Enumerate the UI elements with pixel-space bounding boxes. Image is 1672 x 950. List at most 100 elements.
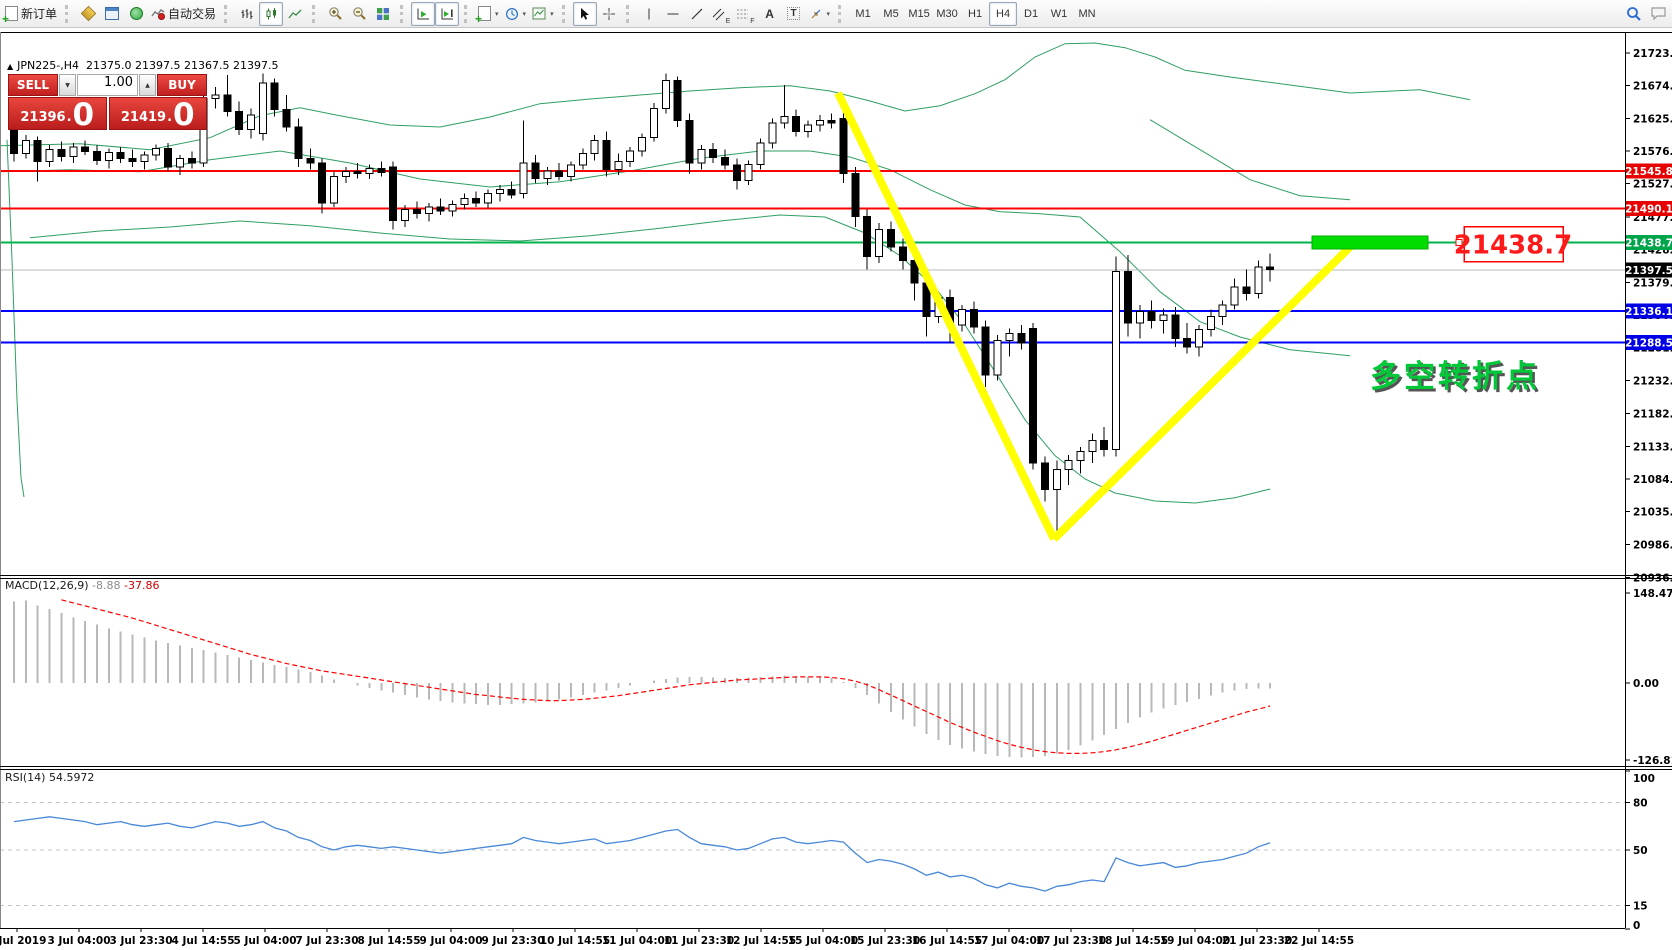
tab-timeframe-m30[interactable]: M30	[933, 2, 961, 26]
toolbar-grip	[625, 4, 632, 23]
chevron-down-icon: ▾	[495, 10, 499, 18]
text-button[interactable]: A	[758, 2, 782, 26]
text-label-button[interactable]: T	[782, 2, 806, 26]
price-callout[interactable]: 21438.7	[1454, 225, 1572, 263]
equidistant-channel-button[interactable]: E	[709, 2, 734, 26]
chart-shift-button[interactable]	[435, 1, 460, 26]
panel-collapse-icon[interactable]: ▲	[7, 62, 14, 71]
auto-scroll-button[interactable]	[411, 1, 436, 26]
tile-windows-button[interactable]	[371, 2, 395, 26]
fibonacci-button[interactable]: F	[733, 2, 757, 26]
trend-lines[interactable]	[834, 91, 1355, 542]
toolbar-grip	[312, 4, 318, 23]
svg-text:21 Jul 23:30: 21 Jul 23:30	[1222, 935, 1292, 947]
chart-title: ▲ JPN225-,H4 21375.0 21397.5 21367.5 2139…	[7, 59, 278, 72]
new-order-icon	[2, 6, 18, 25]
svg-text:11 Jul 04:00: 11 Jul 04:00	[602, 935, 672, 947]
symbol-period-label: JPN225-,H4	[17, 59, 79, 72]
svg-text:21084.0: 21084.0	[1633, 474, 1672, 486]
tab-timeframe-w1[interactable]: W1	[1045, 2, 1073, 26]
svg-text:0.00: 0.00	[1633, 678, 1659, 690]
price-level-lines[interactable]	[0, 170, 1625, 344]
autotrading-label: 自动交易	[168, 7, 217, 21]
tab-timeframe-m15[interactable]: M15	[905, 2, 933, 26]
svg-text:16 Jul 14:55: 16 Jul 14:55	[912, 935, 982, 947]
tab-timeframe-d1[interactable]: D1	[1017, 2, 1045, 26]
candlestick-chart-button[interactable]	[259, 1, 284, 26]
trendline-icon	[691, 8, 703, 19]
horizontal-line-button[interactable]	[661, 2, 685, 26]
volume-increase-button[interactable]: ▲	[139, 74, 156, 96]
toolbar-grip	[561, 4, 568, 23]
svg-text:15: 15	[1633, 900, 1648, 912]
svg-text:21182.0: 21182.0	[1633, 409, 1672, 421]
channel-icon	[712, 8, 724, 20]
svg-text:7 Jul 23:30: 7 Jul 23:30	[295, 935, 358, 947]
pane-frames	[0, 32, 1672, 929]
price-axis[interactable]: 21723.021674.021625.021576.021527.021477…	[1625, 48, 1672, 932]
templates-button[interactable]: ▾	[529, 2, 557, 26]
axis-price-badges: 21545.8 21490.1 21438.7 21397.5 21336.1 21288…	[1625, 163, 1672, 351]
trendline-button[interactable]	[685, 2, 709, 26]
line-chart-button[interactable]	[283, 2, 307, 26]
svg-text:21438.7: 21438.7	[1454, 231, 1572, 261]
arrows-icon	[811, 9, 820, 18]
profiles-button[interactable]	[76, 2, 100, 26]
indicators-button[interactable]: ▾	[475, 2, 502, 26]
rsi-pane: RSI(14) 54.5972	[0, 771, 1625, 906]
macd-pane: MACD(12,26,9) -8.88 -37.86	[5, 579, 1272, 758]
toolbar-grip	[224, 4, 230, 23]
vertical-line-button[interactable]	[637, 2, 661, 26]
arrows-button[interactable]: ▾	[806, 2, 834, 26]
candlestick-chart-icon	[266, 7, 276, 19]
tab-timeframe-m1[interactable]: M1	[849, 2, 877, 26]
svg-text:21397.5: 21397.5	[1625, 265, 1672, 277]
buy-button[interactable]: BUY	[157, 74, 207, 96]
indicators-icon	[475, 6, 492, 25]
fibonacci-f-label: F	[750, 17, 755, 25]
zoom-out-icon	[352, 7, 366, 20]
chat-button[interactable]	[1646, 2, 1670, 26]
bar-chart-button[interactable]	[235, 2, 259, 26]
tab-timeframe-h1[interactable]: H1	[961, 2, 989, 26]
svg-text:50: 50	[1633, 845, 1648, 857]
sell-price-dot: .	[66, 110, 72, 125]
svg-text:9 Jul 23:30: 9 Jul 23:30	[481, 935, 544, 947]
crosshair-button[interactable]	[597, 2, 621, 26]
sell-price-display[interactable]: 21396. 0	[8, 97, 107, 130]
buy-price-int: 21419	[120, 110, 167, 125]
tile-windows-icon	[377, 7, 390, 20]
chevron-down-icon: ▾	[522, 10, 527, 18]
auto-scroll-icon	[417, 8, 429, 19]
svg-text:100: 100	[1633, 773, 1655, 785]
tab-timeframe-h4[interactable]: H4	[989, 1, 1018, 26]
highlight-zone[interactable]	[1311, 235, 1429, 250]
tab-timeframe-mn[interactable]: MN	[1073, 2, 1101, 26]
buy-price-display[interactable]: 21419. 0	[108, 97, 207, 130]
vertical-line-icon	[648, 8, 650, 19]
volume-decrease-button[interactable]: ▼	[59, 74, 76, 96]
periods-button[interactable]: ▾	[502, 2, 530, 26]
chart-shift-icon	[441, 8, 453, 19]
zoom-out-button[interactable]	[347, 2, 371, 26]
volume-input[interactable]: 1.00	[77, 74, 138, 96]
crosshair-icon	[602, 7, 615, 20]
tab-timeframe-m5[interactable]: M5	[877, 2, 905, 26]
new-order-button[interactable]: 新订单	[2, 2, 60, 26]
cursor-icon	[581, 7, 589, 20]
svg-text:17 Jul 23:30: 17 Jul 23:30	[1036, 935, 1106, 947]
search-button[interactable]	[1622, 2, 1646, 26]
cursor-button[interactable]	[572, 1, 597, 26]
new-chart-button[interactable]	[100, 2, 124, 26]
data-window-button[interactable]	[124, 2, 148, 26]
sell-button[interactable]: SELL	[8, 74, 58, 96]
svg-text:21035.0: 21035.0	[1633, 507, 1672, 519]
zoom-in-button[interactable]	[323, 2, 347, 26]
chart-window: 21438.7 多空转折点 多空转折点 MACD(12,26,9) -8.88 -37…	[0, 28, 1672, 950]
autotrading-button[interactable]: 自动交易	[148, 2, 219, 26]
svg-text:21336.1: 21336.1	[1625, 306, 1672, 318]
svg-text:9 Jul 04:00: 9 Jul 04:00	[419, 935, 482, 947]
